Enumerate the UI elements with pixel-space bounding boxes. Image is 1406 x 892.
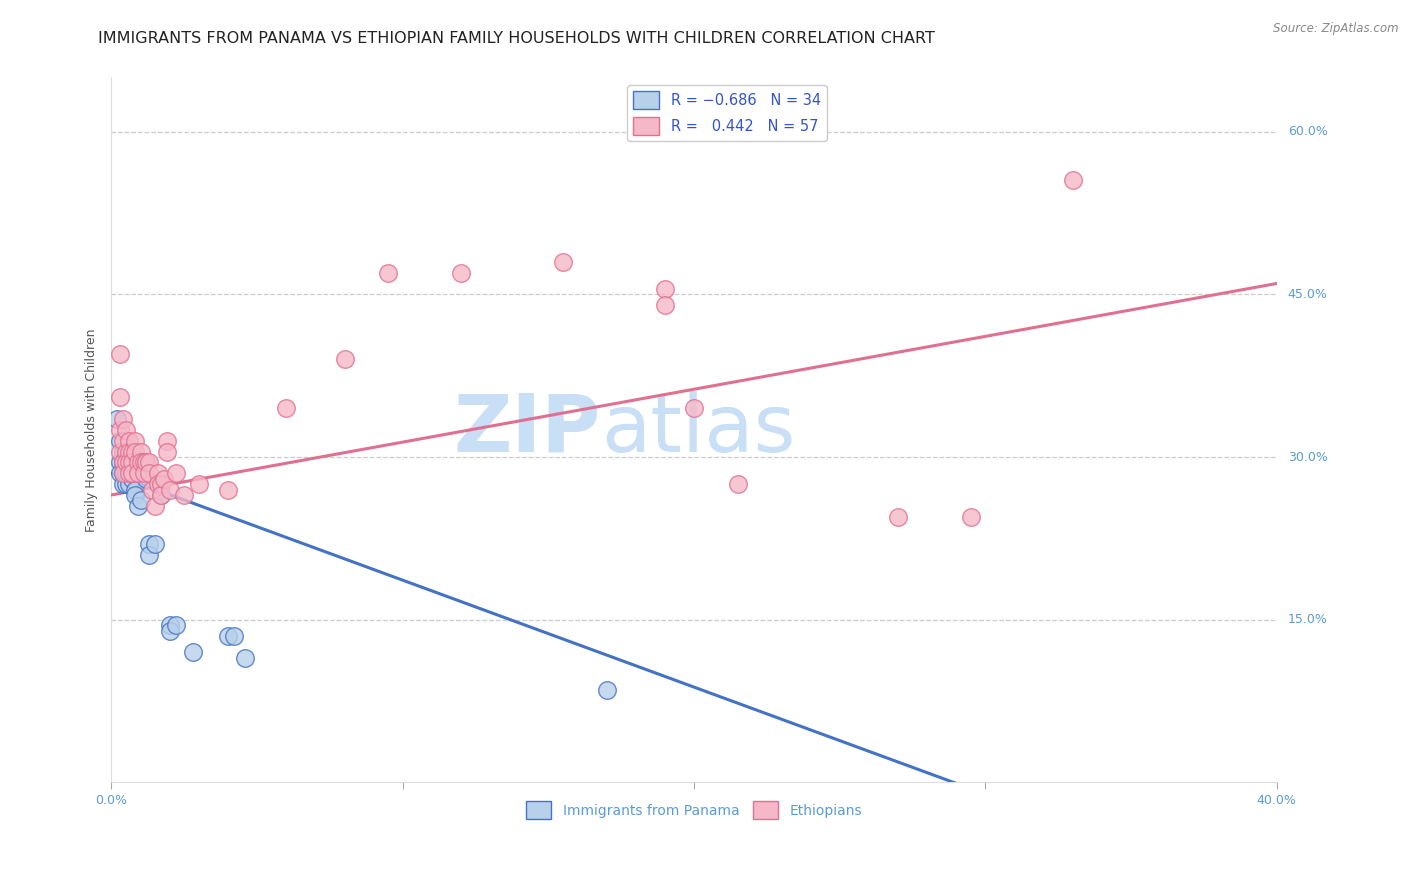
Point (118, 434, 141, 448)
Point (112, 467, 135, 481)
Text: ZIP: ZIP (454, 391, 600, 469)
Legend: Immigrants from Panama, Ethiopians: Immigrants from Panama, Ethiopians (520, 796, 868, 825)
Point (124, 488, 146, 502)
Point (377, 266, 399, 280)
Point (112, 412, 135, 426)
Text: atlas: atlas (600, 391, 796, 469)
Point (132, 455, 155, 469)
Point (551, 254, 574, 268)
Point (138, 548, 160, 562)
Point (121, 455, 143, 469)
Point (156, 434, 179, 448)
Point (127, 499, 149, 513)
Point (150, 488, 173, 502)
Point (156, 444, 179, 458)
Point (124, 434, 146, 448)
Point (112, 455, 135, 469)
Point (138, 537, 160, 551)
Point (173, 488, 195, 502)
Point (333, 352, 356, 367)
Point (115, 455, 138, 469)
Point (112, 467, 135, 481)
Point (217, 483, 239, 497)
Point (112, 434, 135, 448)
Point (150, 477, 173, 491)
Point (217, 629, 239, 643)
Point (110, 390, 132, 404)
Point (124, 444, 146, 458)
Text: 45.0%: 45.0% (1288, 288, 1327, 301)
Point (654, 282, 676, 296)
Point (105, 412, 128, 426)
Point (118, 467, 141, 481)
Text: IMMIGRANTS FROM PANAMA VS ETHIOPIAN FAMILY HOUSEHOLDS WITH CHILDREN CORRELATION : IMMIGRANTS FROM PANAMA VS ETHIOPIAN FAMI… (98, 31, 935, 46)
Point (118, 455, 141, 469)
Point (115, 467, 138, 481)
Point (112, 444, 135, 458)
Point (110, 455, 132, 469)
Point (118, 455, 141, 469)
Point (143, 499, 166, 513)
Point (138, 467, 160, 481)
Point (110, 423, 132, 437)
Point (153, 472, 176, 486)
Text: 15.0%: 15.0% (1288, 613, 1327, 626)
Text: 30.0%: 30.0% (1288, 450, 1327, 464)
Point (129, 455, 152, 469)
Point (165, 618, 187, 632)
Point (110, 347, 132, 361)
Point (276, 401, 298, 416)
Point (121, 460, 143, 475)
Point (181, 645, 204, 659)
Point (129, 444, 152, 458)
Point (118, 444, 141, 458)
Point (127, 467, 149, 481)
Point (146, 477, 169, 491)
Point (115, 450, 138, 464)
Point (887, 509, 910, 524)
Point (110, 434, 132, 448)
Point (960, 509, 983, 524)
Text: Source: ZipAtlas.com: Source: ZipAtlas.com (1274, 22, 1399, 36)
Point (118, 477, 141, 491)
Point (118, 467, 141, 481)
Point (596, 683, 619, 698)
Text: 60.0%: 60.0% (1288, 125, 1327, 138)
Point (1062, 173, 1084, 187)
Point (159, 618, 181, 632)
Point (112, 455, 135, 469)
Point (150, 488, 173, 502)
Point (121, 472, 143, 486)
Point (165, 467, 187, 481)
Point (187, 477, 209, 491)
Point (115, 455, 138, 469)
Point (141, 483, 163, 497)
Point (124, 483, 146, 497)
Point (110, 467, 132, 481)
Point (115, 423, 138, 437)
Point (115, 477, 138, 491)
Point (654, 298, 676, 312)
Point (143, 537, 166, 551)
Point (138, 455, 160, 469)
Point (235, 650, 257, 665)
Point (127, 455, 149, 469)
Point (115, 444, 138, 458)
Y-axis label: Family Households with Children: Family Households with Children (86, 328, 98, 532)
Point (683, 401, 706, 416)
Point (135, 455, 157, 469)
Point (159, 483, 181, 497)
Point (135, 472, 157, 486)
Point (129, 493, 152, 508)
Point (110, 444, 132, 458)
Point (121, 467, 143, 481)
Point (112, 477, 135, 491)
Point (121, 444, 143, 458)
Point (132, 467, 155, 481)
Point (222, 629, 245, 643)
Point (146, 467, 169, 481)
Point (450, 266, 472, 280)
Point (159, 624, 181, 638)
Point (727, 477, 749, 491)
